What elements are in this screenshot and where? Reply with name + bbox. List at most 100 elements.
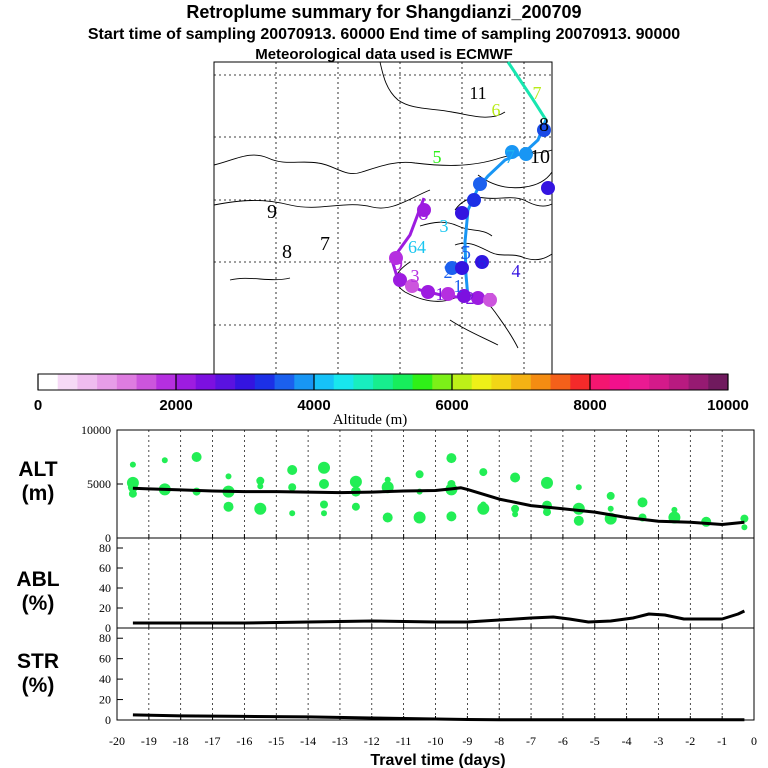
map-frame [213, 61, 553, 375]
colorbar-swatch [57, 374, 78, 390]
plume-cluster-dot [445, 261, 459, 275]
x-tick-label: -10 [428, 734, 444, 748]
colorbar-swatch [38, 374, 59, 390]
map-label: 1 [436, 284, 445, 304]
y-tick-label: 40 [99, 672, 111, 686]
plume-cluster-dot [471, 291, 485, 305]
scatter-point [446, 511, 457, 522]
x-tick-label: -9 [462, 734, 472, 748]
plume-cluster-dot [505, 145, 519, 159]
map-label: 3 [440, 216, 449, 236]
scatter-point [129, 461, 136, 468]
map-label: 8 [539, 114, 549, 136]
y-tick-label: 20 [99, 601, 111, 615]
x-tick-label: -17 [205, 734, 221, 748]
y-tick-label: 10000 [81, 423, 111, 437]
colorbar-title: Altitude (m) [333, 412, 408, 428]
colorbar-tick-label: 4000 [297, 397, 330, 414]
plume-cluster-dot [455, 261, 469, 275]
colorbar-swatch [373, 374, 394, 390]
map-label: 8 [282, 241, 292, 263]
y-tick-label: 40 [99, 581, 111, 595]
scatter-point [319, 479, 329, 489]
series-line [132, 486, 745, 526]
plume-cluster-dot [537, 123, 551, 137]
colorbar-tick-label: 6000 [435, 397, 468, 414]
scatter-point [320, 500, 328, 509]
colorbar-swatch [590, 374, 611, 390]
y-tick-label: 0 [105, 621, 111, 635]
y-tick-label: 80 [99, 541, 111, 555]
x-tick-label: -7 [526, 734, 536, 748]
scatter-point [573, 515, 584, 526]
x-tick-label: -5 [590, 734, 600, 748]
y-tick-label: 60 [99, 652, 111, 666]
y-tick-label: 0 [105, 531, 111, 545]
plume-cluster-dot [389, 251, 403, 265]
scatter-point [671, 506, 678, 513]
colorbar-swatch [77, 374, 98, 390]
plume-cluster-dot [455, 206, 469, 220]
colorbar-swatch [156, 374, 177, 390]
map-label: 9 [393, 253, 403, 275]
plume-cluster-dot [519, 147, 533, 161]
scatter-point [384, 476, 391, 483]
colorbar-swatch [195, 374, 216, 390]
scatter-point [349, 475, 362, 488]
colorbar-swatch [333, 374, 354, 390]
panel-ylabel: STR [17, 650, 59, 673]
colorbar-tick-label: 8000 [573, 397, 606, 414]
x-tick-label: -11 [396, 734, 412, 748]
colorbar-swatch [97, 374, 118, 390]
colorbar-swatch [629, 374, 650, 390]
x-tick-label: -13 [332, 734, 348, 748]
scatter-point [479, 468, 488, 477]
panel-ylabel: ABL [16, 568, 59, 591]
map-label: 6 [492, 100, 501, 120]
plume-cluster-dot [457, 289, 471, 303]
series-line [132, 713, 745, 722]
panel-abl: 80 60 40 20 0 ABL(%) [16, 537, 755, 635]
x-tick-label: -20 [109, 734, 125, 748]
colorbar-swatch [570, 374, 591, 390]
panel-ylabel: ALT [18, 458, 57, 481]
plume-cluster-dot [467, 193, 481, 207]
plume-cluster-dot [421, 285, 435, 299]
scatter-point [318, 461, 330, 474]
map-label: 10 [530, 146, 550, 168]
map-label: 9 [267, 201, 277, 223]
map-label: 1 [454, 276, 463, 296]
scatter-point [254, 502, 267, 515]
colorbar-tick-label: 2000 [159, 397, 192, 414]
colorbar-swatch [491, 374, 512, 390]
scatter-point [257, 483, 264, 490]
panel-ylabel: (%) [22, 674, 55, 697]
plume-cluster-dot [475, 255, 489, 269]
colorbar-tick-label: 0 [34, 397, 42, 414]
colorbar-swatch [609, 374, 630, 390]
colorbar-swatch [530, 374, 552, 390]
panel-alt: 10000 5000 0 ALT(m) [18, 423, 755, 545]
chart-title: Retroplume summary for Shangdianzi_20070… [186, 2, 582, 22]
scatter-point [256, 476, 265, 485]
plume-cluster-dot [393, 273, 407, 287]
plume-cluster-dot [473, 177, 487, 191]
y-tick-label: 20 [99, 693, 111, 707]
scatter-point [637, 497, 648, 508]
colorbar-swatch [274, 374, 295, 390]
scatter-point [606, 491, 615, 500]
x-tick-label: -6 [558, 734, 568, 748]
plume-cluster-dot [441, 287, 455, 301]
plume-cluster-dot [541, 181, 555, 195]
plume-cluster-dot [483, 293, 497, 307]
y-tick-label: 5000 [87, 477, 111, 491]
colorbar-tick-label: 10000 [707, 397, 749, 414]
colorbar-swatch [471, 374, 492, 390]
colorbar-swatch [511, 374, 532, 390]
scatter-point [289, 510, 296, 517]
colorbar-swatch [136, 374, 157, 390]
x-tick-label: -15 [268, 734, 284, 748]
colorbar-swatch [314, 374, 335, 390]
